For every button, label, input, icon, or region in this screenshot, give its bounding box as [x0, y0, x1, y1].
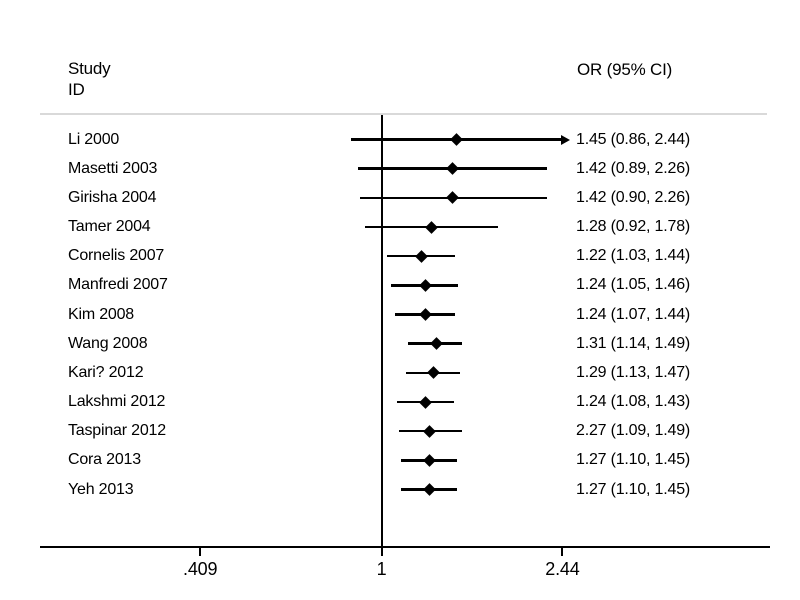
or-ci-value: 1.27 (1.10, 1.45) — [576, 451, 691, 469]
or-ci-value: 1.24 (1.05, 1.46) — [576, 276, 691, 294]
x-axis-tick — [199, 547, 202, 556]
study-label: Kari? 2012 — [68, 363, 144, 381]
x-axis-line — [40, 546, 770, 548]
study-label: Cora 2013 — [68, 451, 141, 469]
study-label: Taspinar 2012 — [68, 422, 166, 440]
study-label: Li 2000 — [68, 130, 120, 148]
effect-point-marker — [423, 453, 437, 467]
or-ci-value: 1.27 (1.10, 1.45) — [576, 480, 691, 498]
effect-point-marker — [426, 366, 440, 380]
effect-point-marker — [425, 220, 438, 234]
effect-point-marker — [418, 308, 432, 321]
effect-column-header: OR (95% CI) — [577, 60, 673, 79]
study-header-line1: Study — [68, 59, 111, 78]
or-ci-value: 2.27 (1.09, 1.49) — [576, 422, 691, 440]
study-column-header: Study ID — [68, 58, 111, 100]
study-label: Wang 2008 — [68, 334, 148, 352]
header-separator-line — [40, 113, 767, 115]
or-ci-value: 1.42 (0.90, 2.26) — [576, 188, 691, 206]
study-label: Lakshmi 2012 — [68, 393, 166, 411]
study-label: Tamer 2004 — [68, 218, 151, 235]
or-ci-value: 1.31 (1.14, 1.49) — [576, 334, 691, 352]
or-ci-value: 1.24 (1.08, 1.43) — [576, 393, 691, 411]
x-axis-tick — [380, 547, 383, 556]
ci-clip-arrow-right — [561, 134, 570, 145]
or-ci-value: 1.28 (0.92, 1.78) — [576, 218, 691, 235]
effect-point-marker — [423, 483, 437, 496]
effect-point-marker — [423, 424, 437, 438]
or-ci-value: 1.45 (0.86, 2.44) — [576, 130, 691, 148]
effect-point-marker — [446, 162, 459, 176]
null-effect-line — [380, 115, 383, 548]
study-header-line2: ID — [68, 80, 85, 99]
study-label: Masetti 2003 — [68, 159, 158, 177]
effect-point-marker — [418, 395, 432, 409]
study-label: Kim 2008 — [68, 305, 134, 323]
or-ci-value: 1.24 (1.07, 1.44) — [576, 305, 691, 323]
study-label: Yeh 2013 — [68, 480, 134, 498]
x-axis-tick-label: 2.44 — [545, 559, 580, 579]
effect-point-marker — [450, 133, 464, 146]
effect-point-marker — [429, 337, 443, 351]
effect-point-marker — [418, 278, 432, 292]
study-label: Girisha 2004 — [68, 188, 157, 206]
or-ci-value: 1.42 (0.89, 2.26) — [576, 159, 691, 177]
or-ci-value: 1.29 (1.13, 1.47) — [576, 363, 691, 381]
or-ci-value: 1.22 (1.03, 1.44) — [576, 247, 691, 265]
x-axis-tick-label: 1 — [376, 559, 387, 579]
effect-point-marker — [446, 191, 459, 205]
effect-point-marker — [415, 249, 429, 263]
study-label: Cornelis 2007 — [68, 247, 165, 265]
x-axis-tick-label: .409 — [183, 559, 218, 579]
x-axis-tick — [561, 547, 564, 556]
study-label: Manfredi 2007 — [68, 276, 168, 294]
